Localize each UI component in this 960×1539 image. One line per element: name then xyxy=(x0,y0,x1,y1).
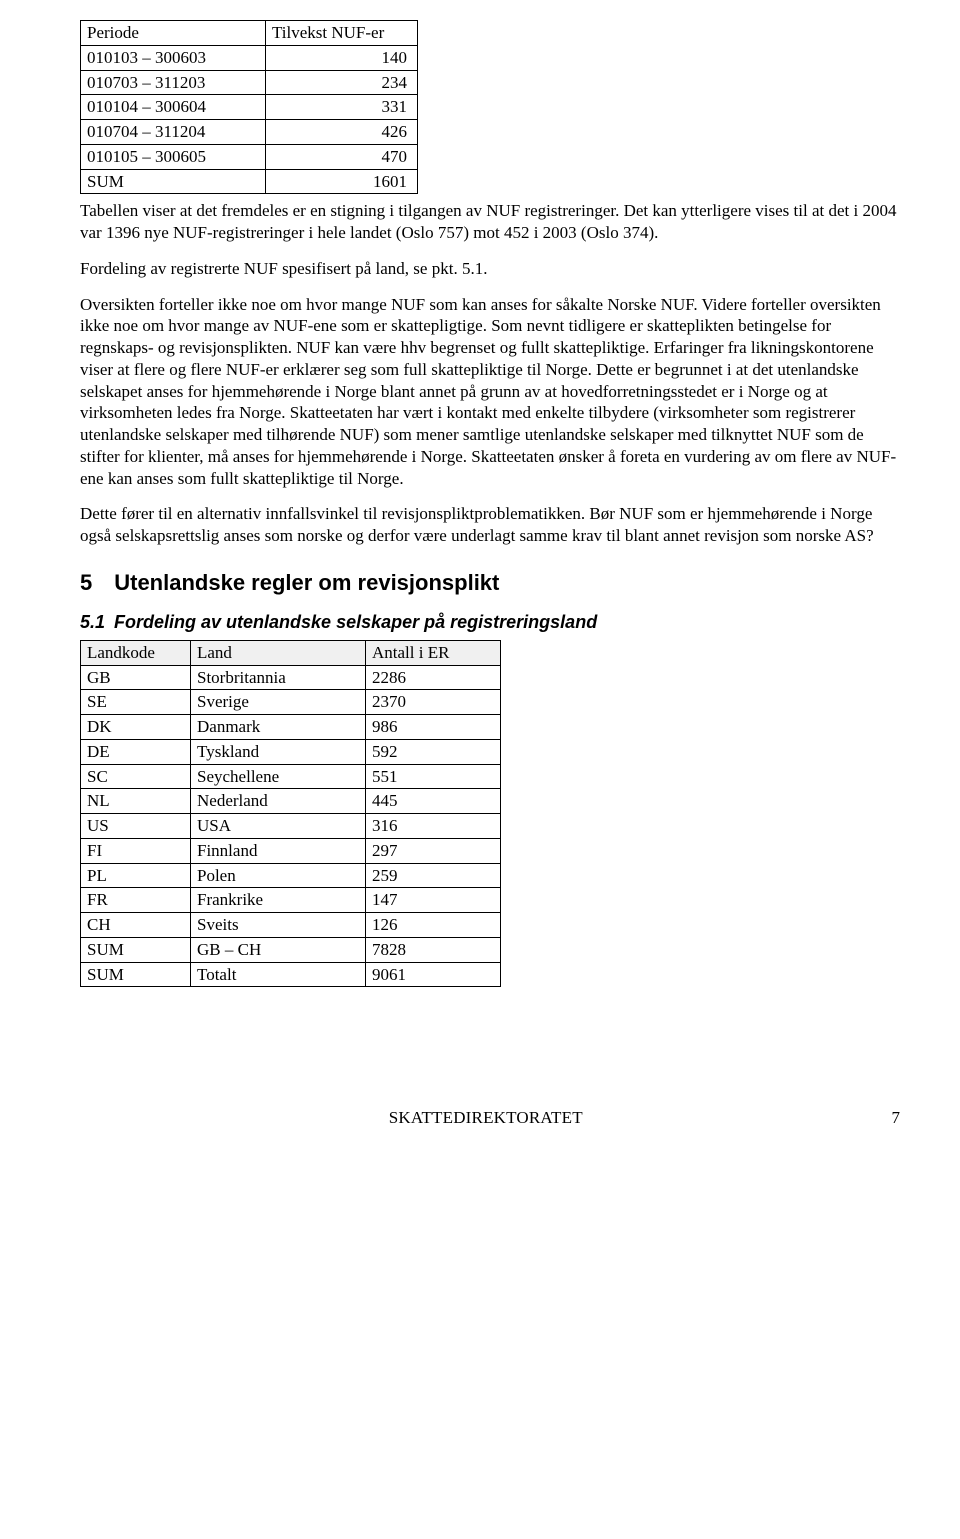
table-row: FIFinnland297 xyxy=(81,838,501,863)
cell-code: CH xyxy=(81,913,191,938)
cell-code: SUM xyxy=(81,937,191,962)
cell-tilvekst: 470 xyxy=(266,144,418,169)
table-row-sum: SUMGB – CH7828 xyxy=(81,937,501,962)
cell-land: USA xyxy=(191,814,366,839)
cell-land: Tyskland xyxy=(191,739,366,764)
cell-code: FI xyxy=(81,838,191,863)
cell-antall: 592 xyxy=(366,739,501,764)
cell-periode: 010103 – 300603 xyxy=(81,45,266,70)
cell-antall: 7828 xyxy=(366,937,501,962)
cell-antall: 551 xyxy=(366,764,501,789)
land-header-code: Landkode xyxy=(81,640,191,665)
table-row: SESverige2370 xyxy=(81,690,501,715)
land-table: Landkode Land Antall i ER GBStorbritanni… xyxy=(80,640,501,988)
table-row: DKDanmark986 xyxy=(81,715,501,740)
cell-land: Storbritannia xyxy=(191,665,366,690)
table-row: 010104 – 300604331 xyxy=(81,95,418,120)
table-row: DETyskland592 xyxy=(81,739,501,764)
cell-antall: 445 xyxy=(366,789,501,814)
cell-code: GB xyxy=(81,665,191,690)
table-row: NLNederland445 xyxy=(81,789,501,814)
table-row: 010703 – 311203234 xyxy=(81,70,418,95)
table-row: FRFrankrike147 xyxy=(81,888,501,913)
cell-land: Frankrike xyxy=(191,888,366,913)
cell-code: FR xyxy=(81,888,191,913)
land-header-land: Land xyxy=(191,640,366,665)
table-row: 010704 – 311204426 xyxy=(81,120,418,145)
cell-land: Sveits xyxy=(191,913,366,938)
cell-antall: 297 xyxy=(366,838,501,863)
cell-land: Seychellene xyxy=(191,764,366,789)
footer-org: SKATTEDIREKTORATET xyxy=(389,1107,583,1129)
paragraph-oversikt: Oversikten forteller ikke noe om hvor ma… xyxy=(80,294,900,490)
paragraph-intro: Tabellen viser at det fremdeles er en st… xyxy=(80,200,900,244)
table-row: SCSeychellene551 xyxy=(81,764,501,789)
table-row: PLPolen259 xyxy=(81,863,501,888)
cell-land: GB – CH xyxy=(191,937,366,962)
section-5-heading: 5 Utenlandske regler om revisjonsplikt xyxy=(80,569,900,597)
nuf-header-tilvekst: Tilvekst NUF-er xyxy=(266,21,418,46)
table-row-sum: SUMTotalt9061 xyxy=(81,962,501,987)
cell-antall: 126 xyxy=(366,913,501,938)
cell-tilvekst: 331 xyxy=(266,95,418,120)
cell-code: DE xyxy=(81,739,191,764)
footer-page-number: 7 xyxy=(892,1107,901,1129)
table-row: USUSA316 xyxy=(81,814,501,839)
cell-code: DK xyxy=(81,715,191,740)
table-row: 010103 – 300603140 xyxy=(81,45,418,70)
table-row-sum: SUM1601 xyxy=(81,169,418,194)
nuf-header-periode: Periode xyxy=(81,21,266,46)
cell-tilvekst: 234 xyxy=(266,70,418,95)
cell-tilvekst: 426 xyxy=(266,120,418,145)
cell-code: SE xyxy=(81,690,191,715)
table-row: GBStorbritannia2286 xyxy=(81,665,501,690)
paragraph-alternativ: Dette fører til en alternativ innfallsvi… xyxy=(80,503,900,547)
cell-antall: 2370 xyxy=(366,690,501,715)
table-row: 010105 – 300605470 xyxy=(81,144,418,169)
cell-periode: 010105 – 300605 xyxy=(81,144,266,169)
cell-land: Danmark xyxy=(191,715,366,740)
cell-antall: 2286 xyxy=(366,665,501,690)
paragraph-fordeling: Fordeling av registrerte NUF spesifisert… xyxy=(80,258,900,280)
cell-land: Totalt xyxy=(191,962,366,987)
table-row: CHSveits126 xyxy=(81,913,501,938)
cell-tilvekst: 140 xyxy=(266,45,418,70)
cell-tilvekst: 1601 xyxy=(266,169,418,194)
page-footer: SKATTEDIREKTORATET 7 xyxy=(80,1107,900,1129)
cell-code: SC xyxy=(81,764,191,789)
cell-periode: 010104 – 300604 xyxy=(81,95,266,120)
cell-antall: 259 xyxy=(366,863,501,888)
nuf-growth-table: Periode Tilvekst NUF-er 010103 – 3006031… xyxy=(80,20,418,194)
cell-code: US xyxy=(81,814,191,839)
cell-antall: 316 xyxy=(366,814,501,839)
cell-antall: 9061 xyxy=(366,962,501,987)
cell-land: Sverige xyxy=(191,690,366,715)
cell-code: SUM xyxy=(81,962,191,987)
cell-land: Nederland xyxy=(191,789,366,814)
cell-periode: 010704 – 311204 xyxy=(81,120,266,145)
section-5-1-heading: 5.1 Fordeling av utenlandske selskaper p… xyxy=(80,611,900,634)
cell-periode: SUM xyxy=(81,169,266,194)
cell-land: Finnland xyxy=(191,838,366,863)
cell-code: PL xyxy=(81,863,191,888)
cell-antall: 147 xyxy=(366,888,501,913)
cell-periode: 010703 – 311203 xyxy=(81,70,266,95)
cell-code: NL xyxy=(81,789,191,814)
cell-land: Polen xyxy=(191,863,366,888)
land-header-antall: Antall i ER xyxy=(366,640,501,665)
cell-antall: 986 xyxy=(366,715,501,740)
